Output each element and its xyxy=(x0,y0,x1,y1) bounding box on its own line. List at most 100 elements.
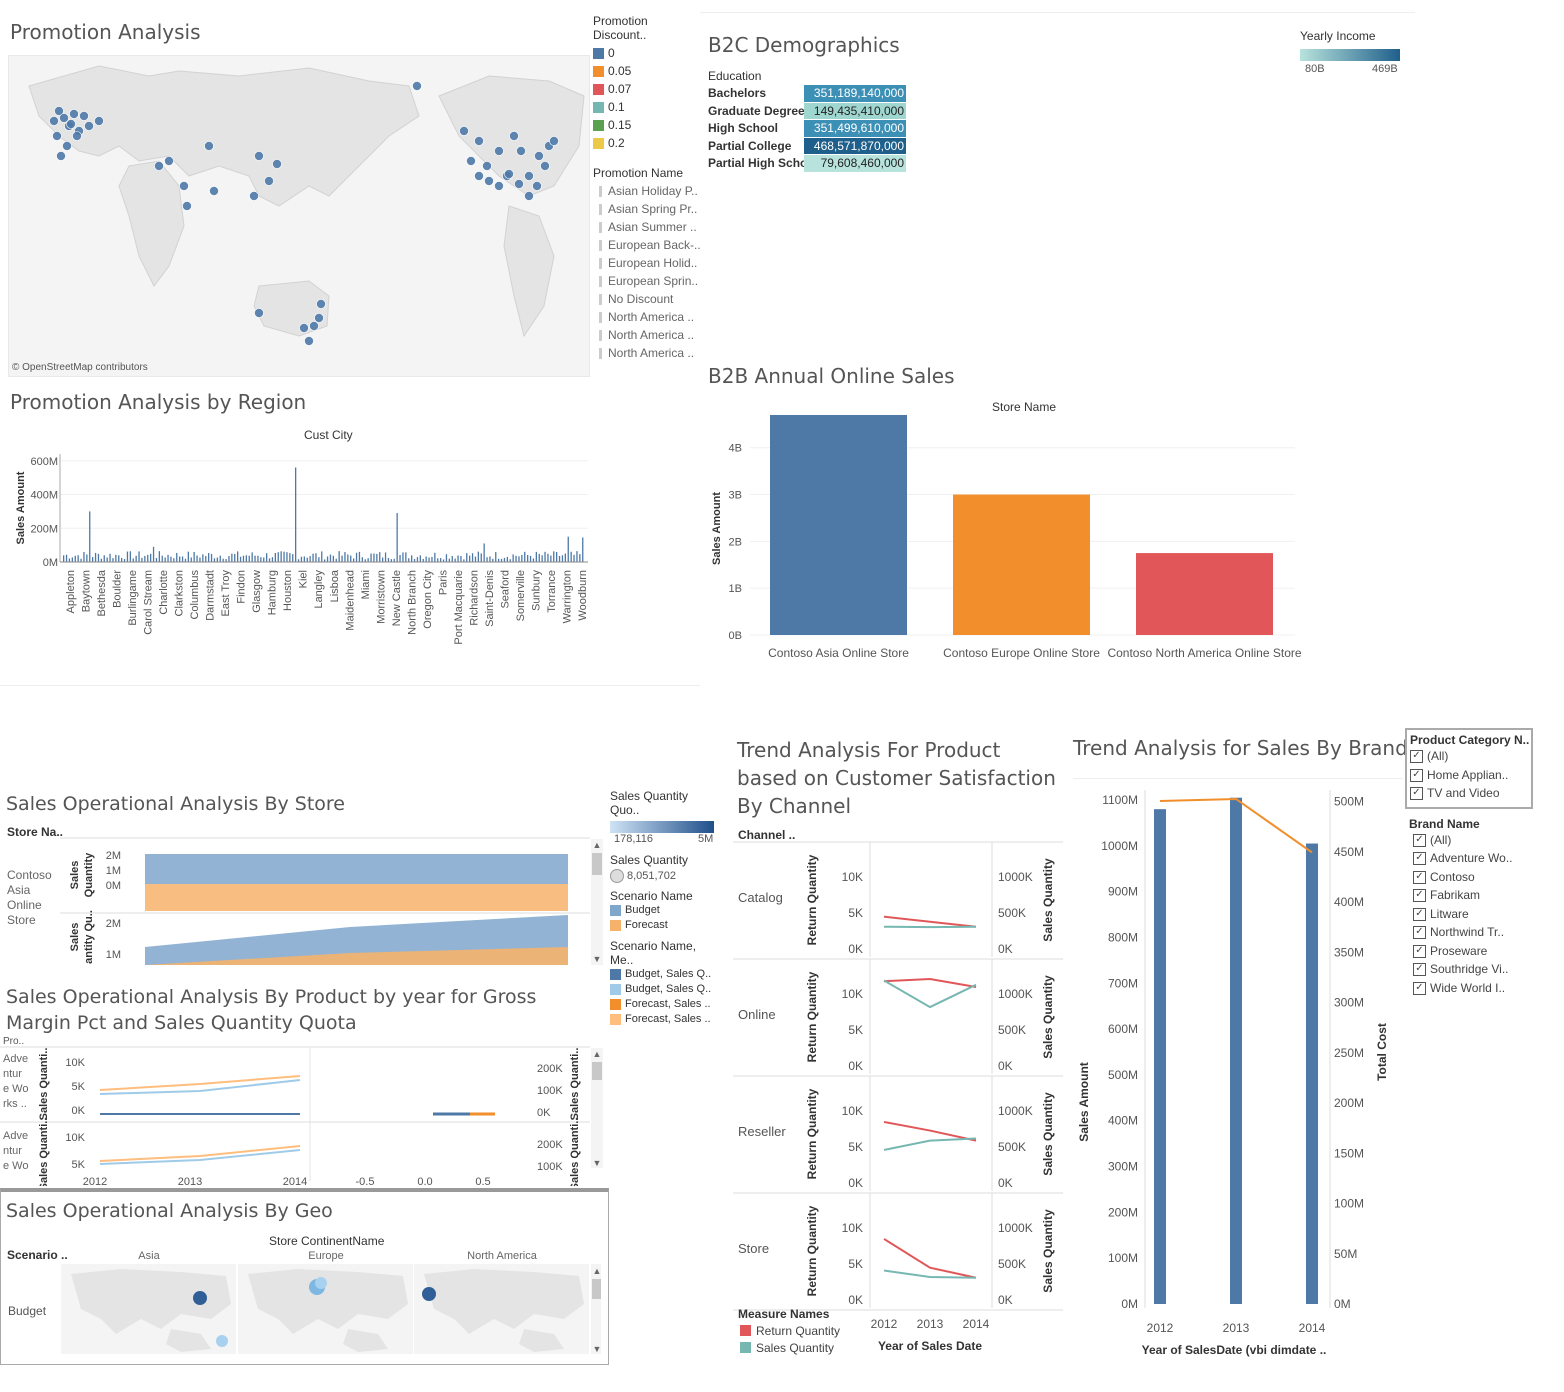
channel-return-line[interactable] xyxy=(883,1120,977,1142)
region-bar[interactable] xyxy=(303,556,305,562)
region-bar[interactable] xyxy=(353,558,355,562)
ops-geo-map[interactable] xyxy=(238,1264,413,1354)
scenario-me-legend-item[interactable]: Budget, Sales Q.. xyxy=(610,982,720,997)
region-bar[interactable] xyxy=(248,555,250,562)
region-bar[interactable] xyxy=(393,558,395,562)
region-bar[interactable] xyxy=(77,555,79,562)
promo-legend-item[interactable]: European Holid.. xyxy=(593,254,703,272)
region-bar[interactable] xyxy=(292,554,294,562)
region-bar[interactable] xyxy=(210,553,213,562)
region-bar[interactable] xyxy=(121,557,123,562)
b2b-bar[interactable] xyxy=(1136,553,1273,635)
region-bar[interactable] xyxy=(254,555,256,562)
education-row[interactable]: Graduate Degree 149,435,410,000 xyxy=(706,102,906,120)
region-bar[interactable] xyxy=(152,546,155,562)
map-point[interactable] xyxy=(52,131,62,141)
region-bar[interactable] xyxy=(387,558,390,562)
promo-legend-item[interactable]: Asian Summer .. xyxy=(593,218,703,236)
discount-legend-item[interactable]: 0.1 xyxy=(593,98,703,116)
region-bar[interactable] xyxy=(405,552,407,562)
scenario-legend-item[interactable]: Budget xyxy=(610,903,720,918)
region-bar[interactable] xyxy=(170,556,172,562)
region-bar[interactable] xyxy=(263,557,265,562)
checkbox-checked-icon[interactable]: ✓ xyxy=(1413,870,1426,884)
region-bar[interactable] xyxy=(477,551,479,562)
ops-store-scroll-thumb[interactable] xyxy=(592,853,602,875)
map-point[interactable] xyxy=(524,171,534,181)
brand-cost-line[interactable] xyxy=(1159,797,1313,854)
map-point[interactable] xyxy=(459,126,469,136)
ops-product-chart[interactable]: Adve ntur e Wo rks .. Sales Quanti.. 10K 5K 0K 2… xyxy=(0,1046,608,1186)
b2b-bar[interactable] xyxy=(770,414,907,635)
checkbox-checked-icon[interactable]: ✓ xyxy=(1413,833,1426,847)
region-bar[interactable] xyxy=(266,553,268,562)
map-point[interactable] xyxy=(514,179,524,189)
map-point[interactable] xyxy=(84,121,94,131)
region-bar[interactable] xyxy=(216,557,218,562)
region-bar[interactable] xyxy=(225,559,227,562)
discount-legend-item[interactable]: 0.2 xyxy=(593,134,703,152)
map-point[interactable] xyxy=(474,171,484,181)
region-bar[interactable] xyxy=(329,554,332,562)
scenario-me-legend-item[interactable]: Forecast, Sales .. xyxy=(610,1012,720,1027)
region-bar[interactable] xyxy=(321,551,323,562)
map-point[interactable] xyxy=(484,176,494,186)
region-bar[interactable] xyxy=(94,552,97,562)
region-bar[interactable] xyxy=(480,553,482,562)
region-bar[interactable] xyxy=(199,557,201,562)
region-bar[interactable] xyxy=(222,558,224,562)
brand-filter-item[interactable]: ✓ Proseware xyxy=(1413,942,1533,961)
region-bar[interactable] xyxy=(190,557,192,562)
ops-geo-point[interactable] xyxy=(315,1277,327,1289)
region-bar[interactable] xyxy=(289,553,291,562)
region-bar[interactable] xyxy=(173,558,175,562)
map-point[interactable] xyxy=(482,161,492,171)
region-bar[interactable] xyxy=(561,555,564,562)
ops-geo-scroll-thumb[interactable] xyxy=(592,1279,601,1299)
scroll-up-icon[interactable]: ▲ xyxy=(593,1049,602,1059)
region-bar[interactable] xyxy=(402,552,404,562)
map-point[interactable] xyxy=(494,181,504,191)
region-bar[interactable] xyxy=(184,558,187,562)
region-bar[interactable] xyxy=(570,551,572,562)
map-point[interactable] xyxy=(204,141,214,151)
channel-return-line[interactable] xyxy=(883,1238,977,1279)
map-point[interactable] xyxy=(509,131,519,141)
region-bar[interactable] xyxy=(413,559,416,562)
region-bar[interactable] xyxy=(489,556,491,562)
region-bar[interactable] xyxy=(503,557,506,562)
scroll-down-icon[interactable]: ▼ xyxy=(593,954,602,964)
region-bar[interactable] xyxy=(399,554,401,562)
map-point[interactable] xyxy=(524,191,534,201)
education-row[interactable]: High School 351,499,610,000 xyxy=(706,120,906,138)
discount-legend-item[interactable]: 0.05 xyxy=(593,62,703,80)
b2b-chart[interactable]: 0B 1B 2B 3B 4B Sales Amount Contoso Asia Onlin… xyxy=(700,412,1415,682)
region-bar[interactable] xyxy=(297,559,300,562)
region-bar[interactable] xyxy=(471,553,474,562)
region-bar[interactable] xyxy=(326,556,329,562)
channel-return-line[interactable] xyxy=(883,978,977,988)
checkbox-checked-icon[interactable]: ✓ xyxy=(1413,981,1426,995)
region-bar[interactable] xyxy=(558,555,561,562)
region-bar[interactable] xyxy=(164,557,166,562)
brand-bar[interactable] xyxy=(1230,797,1242,1304)
brand-bar[interactable] xyxy=(1306,843,1318,1304)
map-point[interactable] xyxy=(209,186,219,196)
region-bar[interactable] xyxy=(445,554,448,562)
map-point[interactable] xyxy=(264,176,274,186)
region-bar[interactable] xyxy=(141,557,143,562)
map-point[interactable] xyxy=(249,191,259,201)
education-row[interactable]: Partial High School 79,608,460,000 xyxy=(706,155,906,173)
region-bar[interactable] xyxy=(100,558,102,562)
region-bar[interactable] xyxy=(277,552,279,562)
region-bar[interactable] xyxy=(286,552,288,562)
brand-filter-item[interactable]: ✓ Adventure Wo.. xyxy=(1413,849,1533,868)
region-bar[interactable] xyxy=(205,556,207,562)
promo-legend-item[interactable]: European Sprin.. xyxy=(593,272,703,290)
region-bar[interactable] xyxy=(416,557,419,562)
map-point[interactable] xyxy=(466,156,476,166)
map-point[interactable] xyxy=(66,119,76,129)
region-bar[interactable] xyxy=(179,556,181,562)
region-bar[interactable] xyxy=(63,555,65,562)
region-bar[interactable] xyxy=(257,555,259,562)
